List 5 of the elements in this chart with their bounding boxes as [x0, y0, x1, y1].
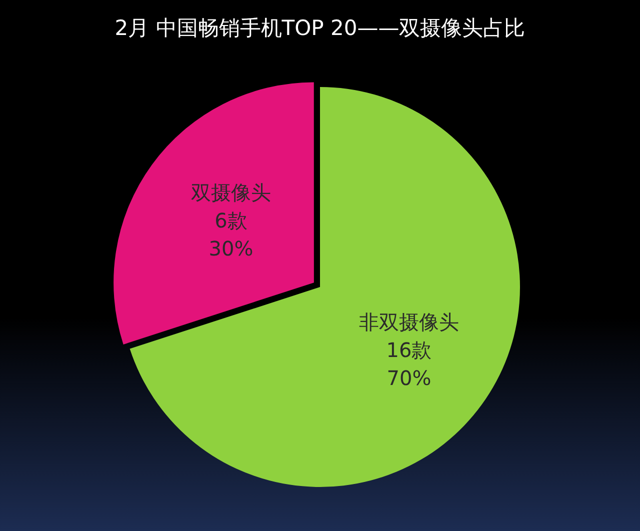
chart-title: 2月 中国畅销手机TOP 20——双摄像头占比 [114, 15, 526, 42]
data-label: 70% [386, 366, 432, 390]
data-label: 30% [208, 236, 254, 261]
slice-label: 非双摄像头 16款 [358, 310, 459, 362]
slice-label: 双摄像头 6款 [191, 180, 272, 233]
